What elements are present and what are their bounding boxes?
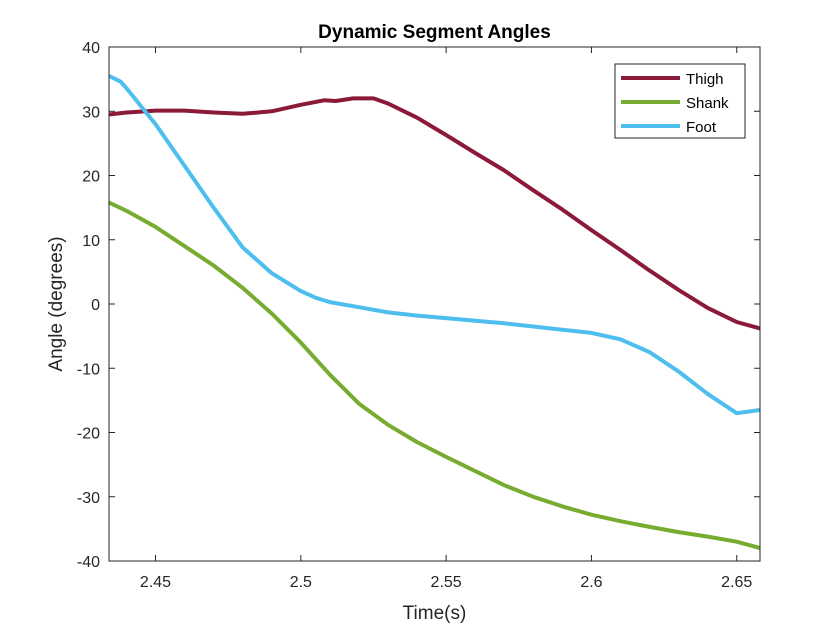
x-tick-label: 2.45 xyxy=(140,574,171,591)
y-tick-label: -10 xyxy=(77,361,100,378)
y-tick-label: 30 xyxy=(82,104,100,121)
x-tick-label: 2.65 xyxy=(721,574,752,591)
x-tick-label: 2.55 xyxy=(431,574,462,591)
x-tick-label: 2.6 xyxy=(580,574,602,591)
y-tick-label: 20 xyxy=(82,169,100,186)
legend-label-thigh: Thigh xyxy=(686,71,724,88)
x-tick-label: 2.5 xyxy=(290,574,312,591)
legend-label-shank: Shank xyxy=(686,95,729,112)
series-line-shank xyxy=(108,200,761,551)
series-layer xyxy=(108,74,761,551)
y-tick-label: 0 xyxy=(91,297,100,314)
legend-label-foot: Foot xyxy=(686,119,717,136)
series-line-foot xyxy=(108,74,761,416)
chart-title: Dynamic Segment Angles xyxy=(318,22,551,43)
y-axis-label: Angle (degrees) xyxy=(46,236,67,371)
y-tick-label: -40 xyxy=(77,554,100,571)
x-axis-label: Time(s) xyxy=(403,603,467,624)
legend: Thigh Shank Foot xyxy=(614,63,746,139)
y-tick-label: -30 xyxy=(77,490,100,507)
series-line-thigh xyxy=(108,96,761,331)
tick-layer: 2.45 2.5 2.55 2.6 2.65 -40 -30 -20 -10 0 10 20 30 40 xyxy=(77,40,760,591)
y-tick-label: 40 xyxy=(82,40,100,57)
y-tick-label: -20 xyxy=(77,426,100,443)
y-tick-label: 10 xyxy=(82,233,100,250)
